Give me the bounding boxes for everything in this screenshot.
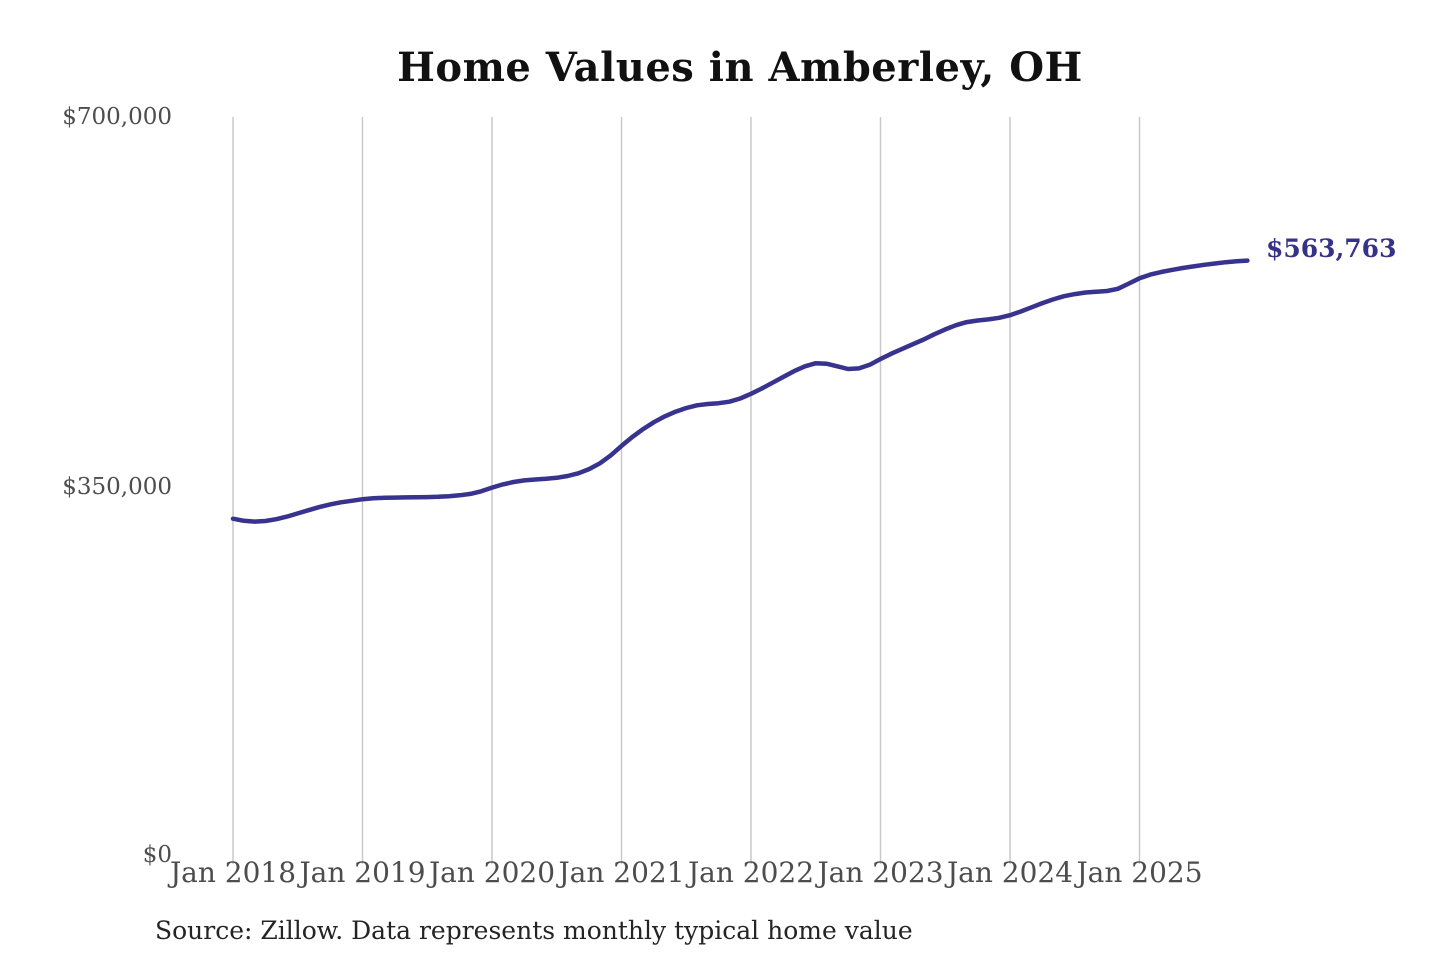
source-attribution: Source: Zillow. Data represents monthly … <box>155 916 913 945</box>
x-axis-ticks <box>232 855 1141 864</box>
vertical-gridlines <box>232 117 1141 855</box>
x-axis-label: Jan 2023 <box>817 856 944 889</box>
x-axis-label: Jan 2021 <box>558 856 685 889</box>
chart-title: Home Values in Amberley, OH <box>397 44 1083 91</box>
x-axis-label: Jan 2020 <box>428 856 556 889</box>
y-axis-label-350k: $350,000 <box>62 474 172 500</box>
home-value-line-series <box>230 258 1250 524</box>
x-axis-label: Jan 2018 <box>169 856 297 889</box>
x-axis-label: Jan 2025 <box>1076 856 1203 889</box>
x-axis-label: Jan 2019 <box>299 856 426 889</box>
current-value-label: $563,763 <box>1266 234 1397 263</box>
y-axis-label-0: $0 <box>142 842 172 868</box>
x-axis-label: Jan 2024 <box>946 856 1074 889</box>
y-axis-label-700k: $700,000 <box>62 104 172 130</box>
x-axis-label: Jan 2022 <box>687 856 815 889</box>
